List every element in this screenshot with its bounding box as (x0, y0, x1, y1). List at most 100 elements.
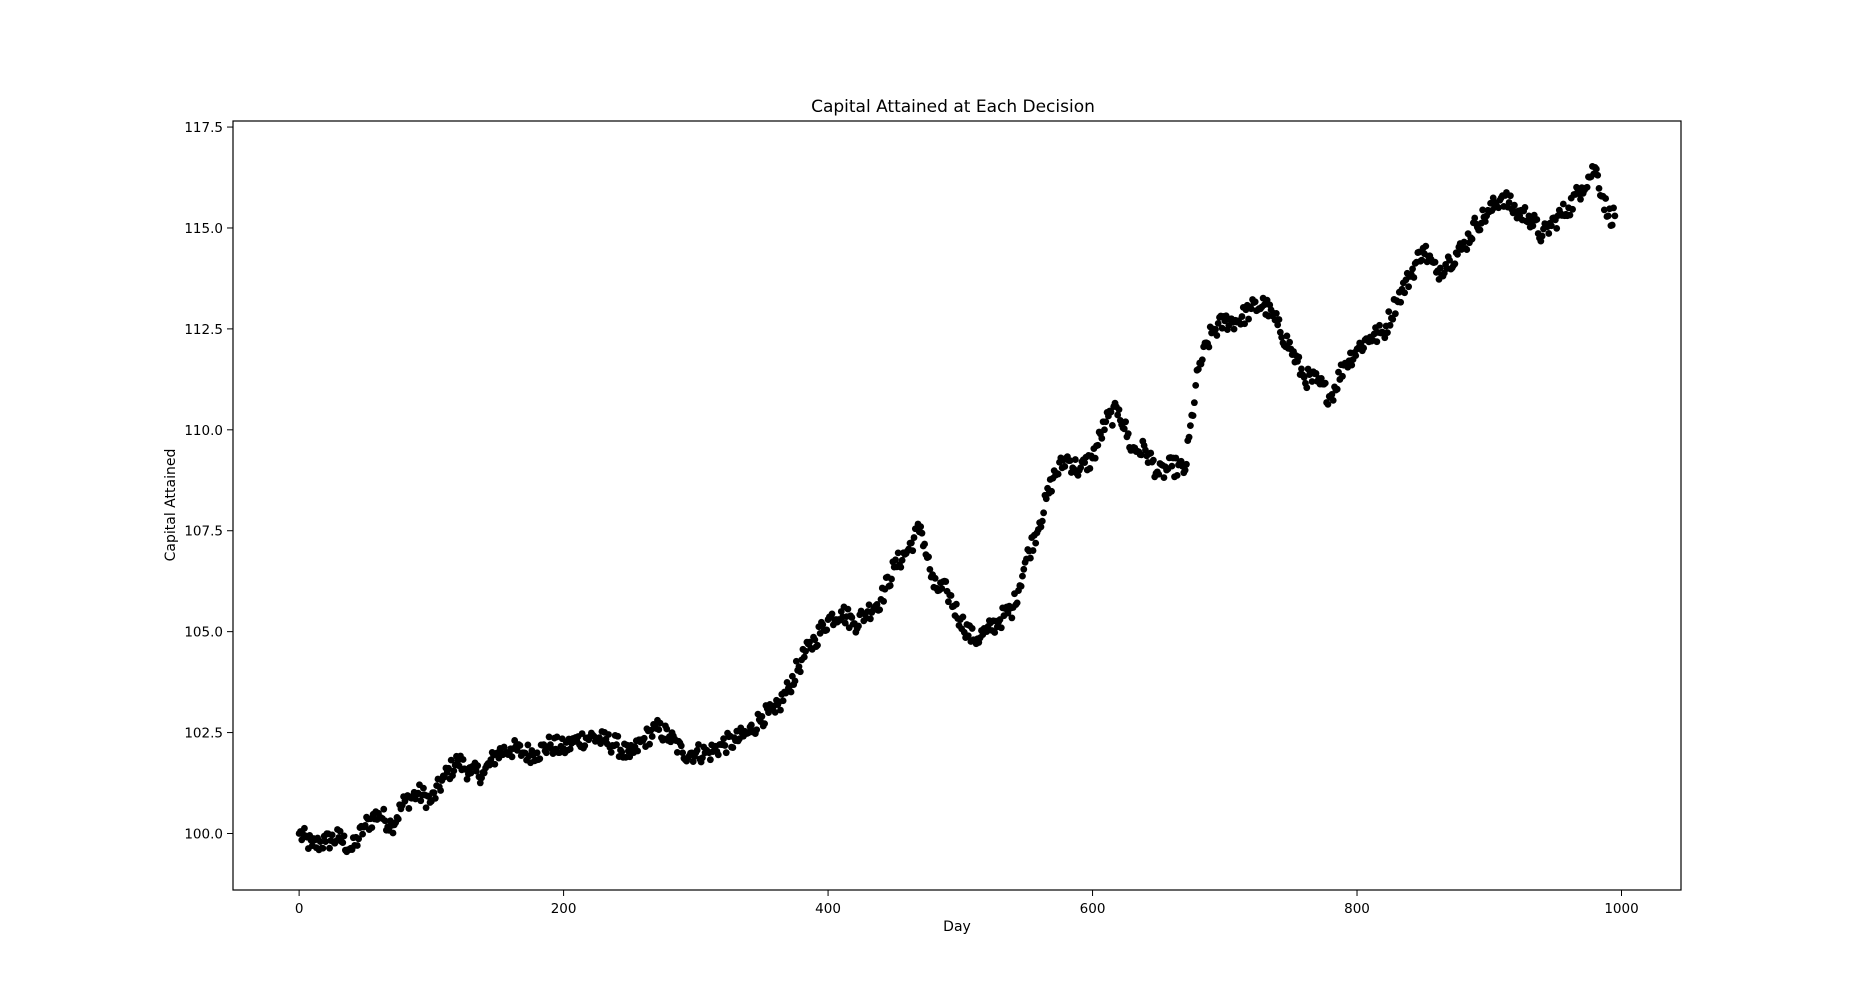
y-tick-label: 105.0 (184, 625, 223, 641)
data-point (1608, 221, 1616, 229)
data-point (1238, 313, 1246, 320)
data-point (1312, 369, 1320, 377)
data-point (1013, 599, 1021, 607)
data-point (656, 719, 664, 727)
data-point (647, 726, 655, 734)
data-point (1192, 382, 1200, 389)
data-point (655, 726, 663, 734)
data-point (389, 829, 397, 837)
data-point (1471, 214, 1479, 222)
data-point (566, 745, 574, 753)
data-point (640, 734, 648, 742)
data-point (1481, 218, 1489, 225)
data-point (1604, 212, 1612, 220)
data-point (663, 725, 671, 733)
data-point (1214, 319, 1222, 327)
data-point (500, 743, 508, 751)
data-point (1066, 457, 1074, 465)
data-point (1212, 325, 1219, 333)
data-point (771, 708, 779, 716)
data-point (747, 721, 755, 729)
data-point (761, 720, 768, 728)
data-point (459, 756, 467, 763)
data-point (553, 733, 561, 741)
data-point (952, 600, 960, 608)
data-point (1553, 224, 1561, 232)
data-point (844, 605, 852, 613)
data-point (1286, 338, 1293, 346)
data-point (894, 549, 902, 557)
data-point (1384, 329, 1391, 337)
data-point (1401, 289, 1409, 297)
data-point (1120, 425, 1128, 433)
data-point (353, 842, 361, 849)
data-point (947, 592, 955, 599)
data-point (1321, 379, 1329, 387)
data-point (1054, 470, 1062, 478)
data-point (319, 844, 327, 852)
data-point (721, 742, 729, 749)
data-point (1017, 582, 1025, 590)
data-point (1409, 265, 1416, 273)
data-point (1230, 325, 1238, 333)
data-point (1107, 408, 1115, 416)
data-point (1431, 258, 1439, 266)
data-point (714, 751, 722, 759)
data-point (1507, 192, 1514, 200)
data-point (524, 741, 532, 749)
data-point (991, 629, 999, 636)
data-point (1324, 400, 1332, 408)
data-point (855, 622, 862, 630)
data-point (1329, 396, 1337, 404)
data-point (841, 619, 849, 627)
data-point (706, 756, 714, 764)
data-point (605, 731, 612, 738)
data-point (983, 628, 991, 636)
data-point (1077, 464, 1085, 472)
data-point (918, 529, 926, 537)
data-point (634, 747, 642, 755)
data-point (865, 601, 873, 609)
data-point (1594, 171, 1602, 179)
x-tick-label: 200 (551, 901, 577, 917)
data-point (1272, 310, 1280, 317)
data-point (1339, 372, 1346, 380)
data-point (1008, 614, 1016, 622)
data-point (796, 668, 804, 676)
data-point (802, 647, 809, 655)
data-point (1189, 412, 1197, 420)
data-point (787, 688, 795, 696)
data-point (1577, 195, 1584, 203)
y-axis: 100.0 102.5 105.0 107.5 110.0 112.5 115.0 117.5 (184, 120, 233, 842)
data-point (828, 610, 836, 618)
data-point (1538, 232, 1546, 240)
data-point (689, 758, 697, 765)
data-point (892, 556, 899, 564)
data-point (1397, 298, 1405, 306)
data-point (1446, 256, 1453, 264)
data-point (467, 769, 475, 777)
data-point (1098, 434, 1106, 442)
data-point (1173, 471, 1181, 479)
data-point (779, 697, 787, 705)
data-point (368, 824, 376, 831)
data-point (339, 839, 347, 846)
data-point (1042, 495, 1050, 503)
data-point (1186, 422, 1194, 430)
data-point (1510, 201, 1518, 209)
data-point (1566, 211, 1574, 219)
data-point (431, 794, 439, 802)
data-point (491, 760, 499, 768)
data-point (1583, 183, 1591, 191)
data-point (326, 844, 333, 852)
data-point (1071, 456, 1079, 463)
data-point (1101, 426, 1108, 434)
data-point (1436, 264, 1444, 272)
data-point (1198, 356, 1206, 364)
data-point (1559, 200, 1567, 208)
data-point (1308, 378, 1316, 385)
data-point (1295, 353, 1303, 361)
data-point (1611, 212, 1619, 220)
data-point (301, 824, 308, 832)
